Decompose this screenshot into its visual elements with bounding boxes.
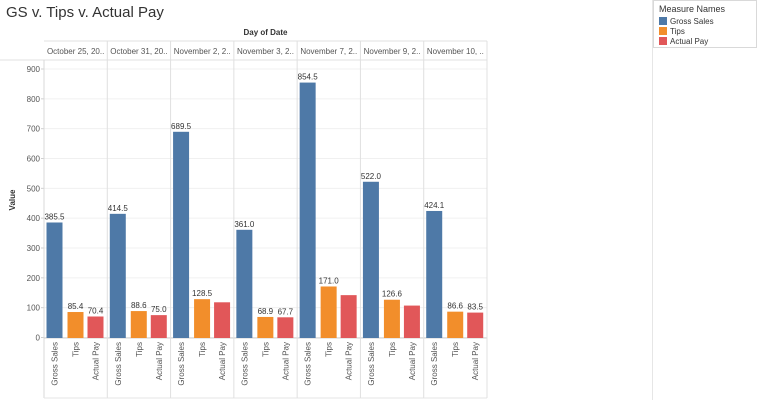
bar	[257, 316, 274, 338]
legend-label: Gross Sales	[670, 16, 714, 26]
bar-value-label: 67.7	[278, 307, 294, 316]
x-category-label: Tips	[451, 342, 460, 357]
bar-chart: Day of Date 0 100 200 300 400 500 600 700 800 900 V…	[0, 28, 488, 399]
x-category-label: Actual Pay	[155, 342, 164, 380]
bar	[383, 299, 400, 338]
bar	[426, 210, 443, 338]
column-header: Day of Date	[243, 28, 288, 37]
x-category-label: Gross Sales	[304, 342, 313, 386]
panel-divider	[652, 0, 653, 400]
bar-value-label: 854.5	[298, 73, 319, 82]
x-category-label: Tips	[72, 342, 81, 357]
bar	[46, 222, 63, 338]
bar	[467, 312, 484, 338]
date-header-label: November 3, 2..	[237, 47, 294, 56]
legend: Measure Names Gross Sales Tips Actual Pa…	[653, 0, 757, 48]
bar	[320, 286, 337, 338]
legend-label: Actual Pay	[670, 36, 709, 46]
bar	[340, 295, 357, 338]
bar	[173, 131, 190, 338]
y-tick-label: 600	[27, 155, 41, 164]
legend-swatch	[659, 27, 667, 35]
bar	[403, 305, 420, 338]
x-category-label: Gross Sales	[240, 342, 249, 386]
bar-value-label: 88.6	[131, 301, 147, 310]
date-header-label: October 25, 20..	[47, 47, 104, 56]
legend-swatch	[659, 17, 667, 25]
x-category-label: Actual Pay	[281, 342, 290, 380]
bar-value-label: 424.1	[424, 201, 445, 210]
bar	[194, 299, 211, 338]
bar-value-label: 689.5	[171, 122, 192, 131]
y-tick-label: 100	[27, 304, 41, 313]
bar-value-label: 171.0	[319, 276, 340, 285]
chart-title: GS v. Tips v. Actual Pay	[6, 4, 164, 21]
y-tick-label: 400	[27, 214, 41, 223]
legend-item-gross-sales[interactable]: Gross Sales	[654, 16, 756, 26]
x-category-label: Tips	[261, 342, 270, 357]
bar-value-label: 70.4	[88, 306, 104, 315]
y-tick-label: 900	[27, 65, 41, 74]
bar	[362, 181, 379, 338]
bar-value-label: 414.5	[108, 204, 129, 213]
x-category-label: Gross Sales	[430, 342, 439, 386]
x-category-label: Actual Pay	[471, 342, 480, 380]
bar-value-label: 75.0	[151, 305, 167, 314]
bar	[214, 302, 231, 338]
x-category-label: Gross Sales	[114, 342, 123, 386]
date-header-label: November 10, ..	[427, 47, 484, 56]
y-tick-label: 200	[27, 274, 41, 283]
bar	[67, 312, 84, 338]
legend-label: Tips	[670, 26, 685, 36]
bar-value-label: 85.4	[68, 302, 84, 311]
bar-value-label: 522.0	[361, 172, 382, 181]
bar	[87, 316, 104, 338]
bar-value-label: 128.5	[192, 289, 213, 298]
date-header-label: October 31, 20..	[110, 47, 167, 56]
x-category-label: Gross Sales	[367, 342, 376, 386]
bar	[236, 229, 253, 338]
bar	[447, 311, 464, 338]
y-tick-label: 300	[27, 244, 41, 253]
bar-value-label: 68.9	[258, 307, 274, 316]
x-category-label: Tips	[135, 342, 144, 357]
bar-value-label: 126.6	[382, 290, 403, 299]
bar	[299, 82, 316, 339]
bar-value-label: 385.5	[44, 212, 65, 221]
bar-value-label: 83.5	[467, 303, 483, 312]
bar	[130, 311, 147, 338]
x-category-label: Tips	[325, 342, 334, 357]
y-tick-label: 700	[27, 125, 41, 134]
legend-item-tips[interactable]: Tips	[654, 26, 756, 36]
y-tick-label: 500	[27, 184, 41, 193]
bar	[109, 213, 126, 338]
legend-item-actual-pay[interactable]: Actual Pay	[654, 36, 756, 46]
bar-value-label: 361.0	[234, 220, 255, 229]
y-tick-label: 0	[36, 334, 41, 343]
bar	[150, 315, 167, 338]
y-axis-title: Value	[8, 189, 17, 210]
x-category-label: Actual Pay	[92, 342, 101, 380]
date-header-label: November 7, 2..	[300, 47, 357, 56]
x-category-label: Actual Pay	[408, 342, 417, 380]
x-category-label: Actual Pay	[345, 342, 354, 380]
y-tick-label: 800	[27, 95, 41, 104]
date-header-label: November 2, 2..	[174, 47, 231, 56]
legend-title: Measure Names	[659, 4, 726, 14]
bar-value-label: 86.6	[447, 302, 463, 311]
date-header-label: November 9, 2..	[364, 47, 421, 56]
x-category-label: Gross Sales	[177, 342, 186, 386]
legend-swatch	[659, 37, 667, 45]
x-category-label: Actual Pay	[218, 342, 227, 380]
bar	[277, 317, 294, 338]
x-category-label: Tips	[198, 342, 207, 357]
x-category-label: Gross Sales	[51, 342, 60, 386]
x-category-label: Tips	[388, 342, 397, 357]
